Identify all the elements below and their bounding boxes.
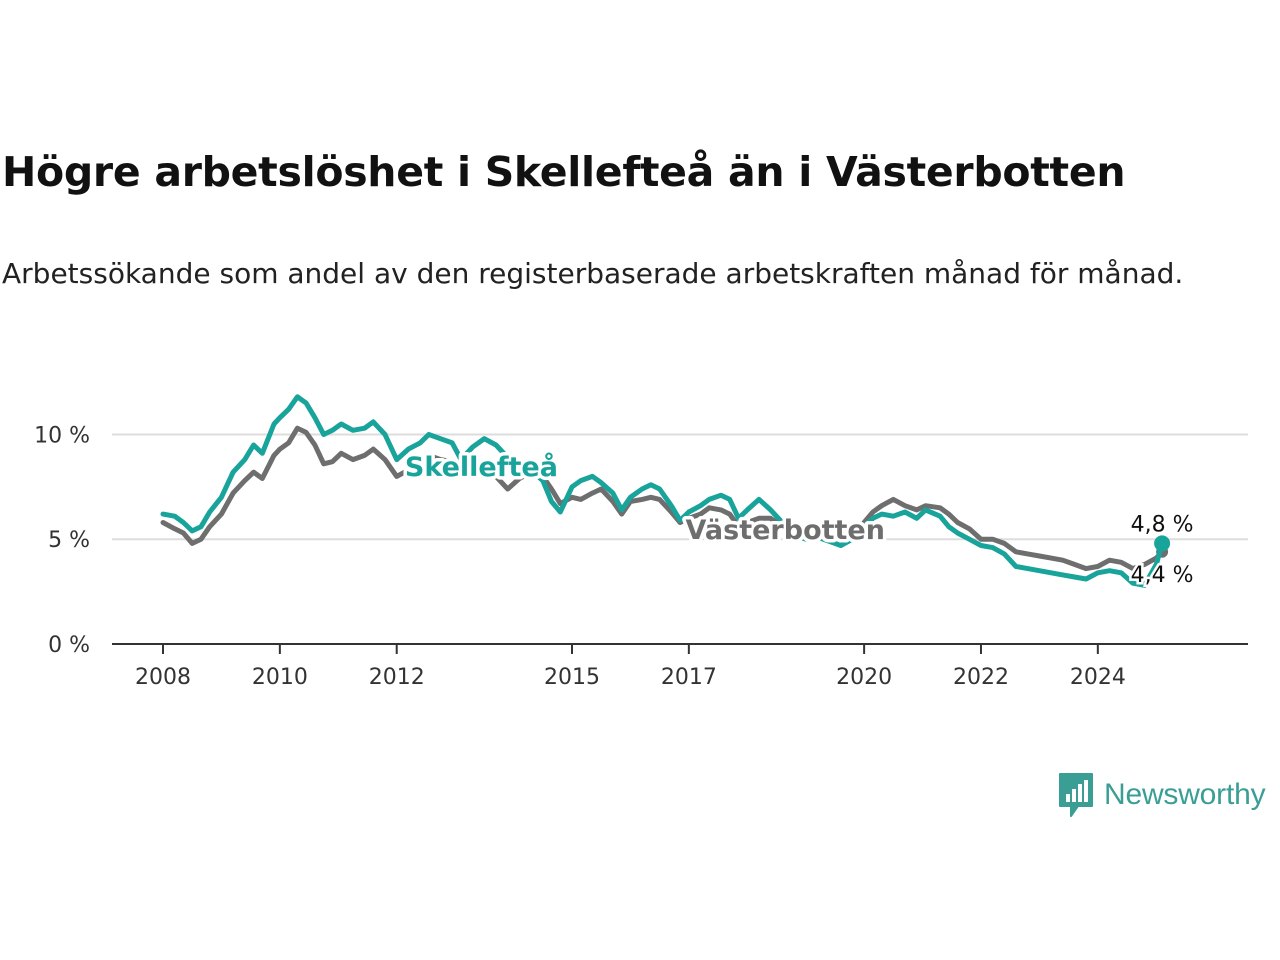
series-label-skellefteå: Skellefteå (405, 451, 558, 483)
end-value-label: 4,4 % (1131, 563, 1194, 588)
line-chart: 0 % 5 % 10 % 2008 2010 2012 2015 2017 2020 2022 20… (34, 394, 1248, 690)
x-tick-label: 2012 (369, 665, 425, 690)
axes: 0 % 5 % 10 % 2008 2010 2012 2015 2017 2020 2022 20… (34, 423, 1248, 690)
labels: Västerbotten Skellefteå 4,4 % 4,8 % (401, 447, 1196, 590)
newsworthy-logo: Newsworthy (1058, 772, 1266, 818)
chart-subtitle: Arbetssökande som andel av den registerb… (2, 257, 1184, 290)
brand-name: Newsworthy (1104, 778, 1266, 811)
x-tick-label: 2010 (252, 665, 308, 690)
series-label-västerbotten: Västerbotten (686, 515, 885, 546)
x-tick-label: 2022 (953, 665, 1009, 690)
y-tick-label: 10 % (34, 423, 90, 448)
series-line-skellefteå (160, 394, 1165, 588)
x-tick-label: 2015 (544, 665, 600, 690)
gridlines (112, 433, 1248, 541)
series-line-västerbotten (160, 425, 1165, 572)
x-tick-label: 2017 (661, 665, 717, 690)
end-value-label: 4,8 % (1131, 512, 1194, 537)
x-tick-label: 2008 (135, 665, 191, 690)
newsworthy-chart-bubble-icon (1059, 773, 1093, 817)
series-lines (160, 394, 1171, 588)
x-tick-label: 2024 (1070, 665, 1126, 690)
x-tick-label: 2020 (836, 665, 892, 690)
end-point-marker (1154, 535, 1171, 552)
chart-title: Högre arbetslöshet i Skellefteå än i Väs… (2, 148, 1126, 196)
y-tick-label: 0 % (48, 633, 90, 658)
y-tick-label: 5 % (48, 528, 90, 553)
